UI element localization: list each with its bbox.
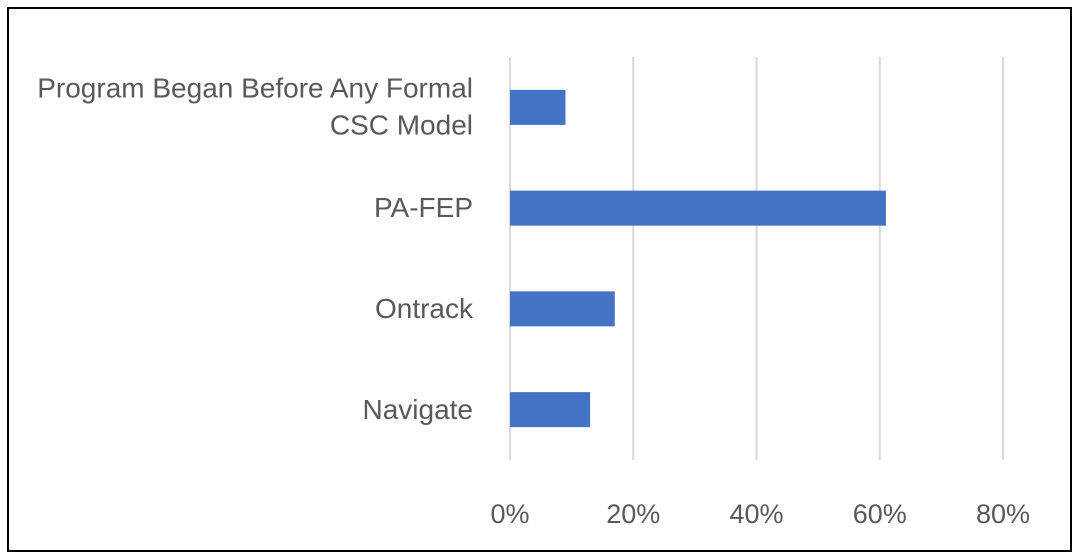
- bar: [510, 190, 886, 226]
- bar: [510, 89, 566, 125]
- bar: [510, 291, 615, 327]
- category-label: PA-FEP: [373, 191, 473, 223]
- x-tick-label: 40%: [729, 499, 783, 529]
- x-tick-label: 20%: [606, 499, 660, 529]
- category-label: Program Began Before Any Formal CSC Mode…: [37, 72, 473, 141]
- category-label: Ontrack: [374, 292, 473, 324]
- x-tick-label: 80%: [976, 499, 1030, 529]
- x-tick-label: 0%: [490, 499, 529, 529]
- x-tick-label: 60%: [853, 499, 907, 529]
- bar: [510, 392, 591, 428]
- category-label: Navigate: [362, 393, 473, 425]
